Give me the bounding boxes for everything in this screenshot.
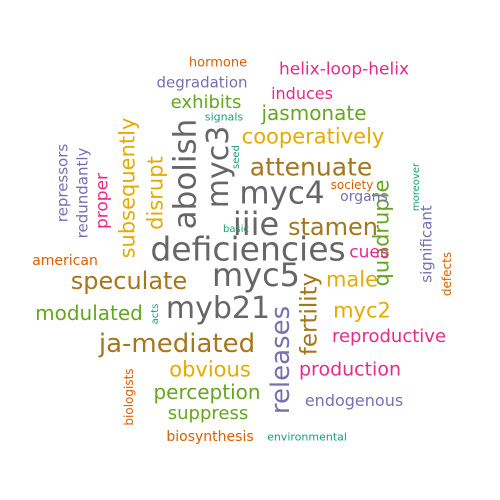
- word-suppress: suppress: [167, 403, 249, 424]
- word-iiie: iiie: [232, 205, 280, 243]
- word-abolish: abolish: [167, 118, 204, 230]
- word-myc4: myc4: [239, 175, 325, 212]
- word-myb21: myb21: [165, 291, 271, 326]
- word-speculate: speculate: [70, 267, 188, 295]
- word-proper: proper: [92, 172, 113, 230]
- word-induces: induces: [271, 84, 333, 103]
- word-male: male: [325, 267, 379, 292]
- word-attenuate: attenuate: [249, 152, 373, 182]
- word-cues: cues: [349, 242, 389, 263]
- word-deficiencies: deficiencies: [150, 229, 346, 269]
- word-basic: basic: [223, 224, 249, 235]
- word-subsequently: subsequently: [115, 117, 140, 259]
- word-seed: seed: [231, 145, 242, 169]
- word-acts: acts: [150, 303, 161, 325]
- word-endogenous: endogenous: [304, 391, 404, 410]
- word-hormone: hormone: [188, 55, 248, 71]
- word-ja-mediated: ja-mediated: [98, 329, 256, 359]
- word-organs: organs: [340, 189, 388, 205]
- word-myc3: myc3: [201, 125, 236, 209]
- word-helix-loop-helix: helix-loop-helix: [278, 59, 410, 80]
- word-cooperatively: cooperatively: [241, 124, 385, 149]
- word-myc2: myc2: [333, 298, 391, 323]
- word-jasmonate: jasmonate: [261, 101, 367, 125]
- word-exhibits: exhibits: [170, 92, 242, 113]
- word-society: society: [330, 178, 374, 192]
- word-biologists: biologists: [122, 368, 136, 426]
- word-disrupt: disrupt: [143, 156, 168, 230]
- word-reproductive: reproductive: [331, 326, 447, 347]
- word-defects: defects: [440, 251, 454, 297]
- word-repressors: repressors: [53, 143, 72, 223]
- word-degradation: degradation: [156, 73, 248, 92]
- word-releases: releases: [266, 305, 296, 415]
- word-production: production: [298, 358, 402, 381]
- word-myc5: myc5: [211, 256, 301, 294]
- word-modulated: modulated: [35, 301, 143, 325]
- word-significant: significant: [417, 205, 436, 283]
- word-moreover: moreover: [411, 162, 422, 212]
- word-redundantly: redundantly: [73, 147, 92, 239]
- word-perception: perception: [153, 380, 261, 404]
- word-american: american: [32, 253, 98, 269]
- word-signals: signals: [204, 110, 244, 124]
- word-obvious: obvious: [169, 357, 251, 382]
- word-environmental: environmental: [267, 430, 347, 444]
- word-stamen: stamen: [288, 213, 378, 241]
- word-fertility: fertility: [296, 272, 323, 356]
- word-biosynthesis: biosynthesis: [166, 429, 254, 445]
